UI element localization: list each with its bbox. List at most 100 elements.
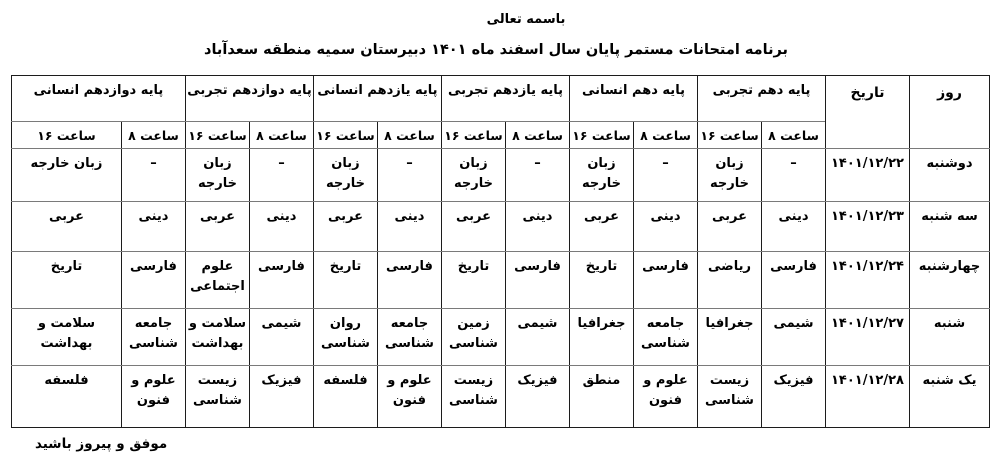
date-cell: ۱۴۰۱/۱۲/۲۴ — [825, 251, 910, 309]
subject-cell: عربی — [184, 201, 250, 252]
hour-header: ساعت ۱۶ — [10, 121, 122, 149]
subject-cell: زبان خارجه — [697, 148, 762, 202]
subject-cell: شیمی — [248, 308, 314, 366]
subject-cell: عربی — [697, 201, 762, 252]
subject-cell: سلامت و بهداشت — [184, 308, 250, 366]
date-cell: ۱۴۰۱/۱۲/۲۸ — [825, 365, 910, 428]
subject-cell: فارسی — [376, 251, 442, 309]
hour-header: ساعت ۱۶ — [697, 121, 762, 149]
subject-cell: – — [633, 148, 698, 202]
subject-cell: دینی — [504, 201, 570, 252]
subject-cell: – — [761, 148, 826, 202]
subject-cell: زیست شناسی — [697, 365, 762, 428]
subject-cell: فارسی — [248, 251, 314, 309]
subject-cell: زیست شناسی — [440, 365, 506, 428]
subject-cell: دینی — [376, 201, 442, 252]
hour-header: ساعت ۸ — [376, 121, 442, 149]
table-row: دوشنبه ۱۴۰۱/۱۲/۲۲– زبان خارجه – زبان خارجه – ز… — [10, 148, 990, 202]
table-row: شنبه ۱۴۰۱/۱۲/۲۷ شیمی جغرافیا جامعه شناسی جغرا… — [10, 308, 990, 366]
hour-header: ساعت ۸ — [633, 121, 698, 149]
grade-group-header: پایه دهم تجربی — [697, 75, 826, 122]
subject-cell: تاریخ — [568, 251, 635, 309]
subject-cell: زبان خارجه — [184, 148, 250, 202]
date-cell: ۱۴۰۱/۱۲/۲۷ — [825, 308, 910, 366]
subject-cell: عربی — [10, 201, 122, 252]
subject-cell: – — [376, 148, 442, 202]
hour-header: ساعت ۱۶ — [184, 121, 250, 149]
hour-header: ساعت ۸ — [504, 121, 570, 149]
table-row: یک شنبه ۱۴۰۱/۱۲/۲۸ فیزیک زیست شناسی علوم و ف… — [10, 365, 990, 428]
bismillah-text: باسمه تعالی — [486, 12, 566, 27]
subject-cell: فارسی — [761, 251, 826, 309]
day-cell: شنبه — [909, 308, 990, 366]
schedule-body: دوشنبه ۱۴۰۱/۱۲/۲۲– زبان خارجه – زبان خارجه – ز… — [10, 148, 990, 428]
subject-cell: فارسی — [120, 251, 186, 309]
subject-cell: فارسی — [504, 251, 570, 309]
subject-cell: علوم و فنون — [376, 365, 442, 428]
date-cell: ۱۴۰۱/۱۲/۲۳ — [825, 201, 910, 252]
subject-cell: فلسفه — [10, 365, 122, 428]
subject-cell: زبان خارجه — [440, 148, 506, 202]
hour-header-row: ساعت ۸ ساعت ۱۶ ساعت ۸ ساعت ۱۶ ساعت ۸ ساعت ۱۶ س… — [10, 121, 989, 149]
subject-cell: علوم اجتماعی — [184, 251, 250, 309]
hour-header: ساعت ۸ — [120, 121, 186, 149]
subject-cell: تاریخ — [312, 251, 378, 309]
footer-note: موفق و پیروز باشید — [35, 436, 168, 452]
subject-cell: زبان خارجه — [10, 148, 122, 202]
grade-group-header: پایه دهم انسانی — [568, 75, 699, 122]
hour-header: ساعت ۱۶ — [568, 121, 635, 149]
subject-cell: زبان خارجه — [312, 148, 378, 202]
grade-group-header: پایه دوازدهم انسانی — [10, 75, 186, 122]
subject-cell: جامعه شناسی — [633, 308, 698, 366]
grade-group-header: پایه دوازدهم تجربی — [184, 75, 314, 122]
subject-cell: سلامت و بهداشت — [10, 308, 122, 366]
subject-cell: دینی — [633, 201, 698, 252]
grade-header-row: روز تاریخ پایه دهم تجربی پایه دهم انسانی پ… — [10, 75, 990, 149]
subject-cell: فارسی — [633, 251, 698, 309]
date-column-header: تاریخ — [825, 75, 910, 149]
subject-cell: شیمی — [761, 308, 826, 366]
subject-cell: دینی — [120, 201, 186, 252]
subject-cell: علوم و فنون — [633, 365, 698, 428]
subject-cell: فیزیک — [248, 365, 314, 428]
subject-cell: عربی — [440, 201, 506, 252]
subject-cell: تاریخ — [10, 251, 122, 309]
subject-cell: جامعه شناسی — [376, 308, 442, 366]
subject-cell: جامعه شناسی — [120, 308, 186, 366]
table-row: سه شنبه ۱۴۰۱/۱۲/۲۳ دینی عربی دینی عربی دینی عرب… — [10, 201, 990, 252]
day-column-header: روز — [909, 75, 990, 149]
day-cell: یک شنبه — [909, 365, 990, 428]
day-cell: چهارشنبه — [909, 251, 990, 309]
date-cell: ۱۴۰۱/۱۲/۲۲ — [825, 148, 910, 202]
subject-cell: فیزیک — [761, 365, 826, 428]
subject-cell: دینی — [248, 201, 314, 252]
subject-cell: جغرافیا — [697, 308, 762, 366]
hour-header: ساعت ۱۶ — [312, 121, 378, 149]
subject-cell: شیمی — [504, 308, 570, 366]
subject-cell: علوم و فنون — [120, 365, 186, 428]
subject-cell: فلسفه — [312, 365, 378, 428]
day-cell: سه شنبه — [909, 201, 990, 252]
subject-cell: دینی — [761, 201, 826, 252]
subject-cell: – — [504, 148, 570, 202]
subject-cell: – — [120, 148, 186, 202]
subject-cell: فیزیک — [504, 365, 570, 428]
exam-schedule-table: روز تاریخ پایه دهم تجربی پایه دهم انسانی پ… — [10, 75, 990, 428]
subject-cell: زیست شناسی — [184, 365, 250, 428]
subject-cell: زبان خارجه — [568, 148, 635, 202]
day-cell: دوشنبه — [909, 148, 990, 202]
subject-cell: زمین شناسی — [440, 308, 506, 366]
hour-header: ساعت ۸ — [248, 121, 314, 149]
subject-cell: منطق — [568, 365, 635, 428]
grade-group-header: پایه یازدهم تجربی — [440, 75, 570, 122]
grade-group-header: پایه یازدهم انسانی — [312, 75, 442, 122]
subject-cell: جغرافیا — [568, 308, 635, 366]
table-header: روز تاریخ پایه دهم تجربی پایه دهم انسانی پ… — [10, 75, 990, 149]
table-row: چهارشنبه ۱۴۰۱/۱۲/۲۴ فارسی ریاضی فارسی تاریخ فا… — [10, 251, 990, 309]
hour-header: ساعت ۸ — [761, 121, 826, 149]
subject-cell: – — [248, 148, 314, 202]
subject-cell: ریاضی — [697, 251, 762, 309]
subject-cell: تاریخ — [440, 251, 506, 309]
schedule-title: برنامه امتحانات مستمر پایان سال اسفند ما… — [204, 42, 788, 58]
